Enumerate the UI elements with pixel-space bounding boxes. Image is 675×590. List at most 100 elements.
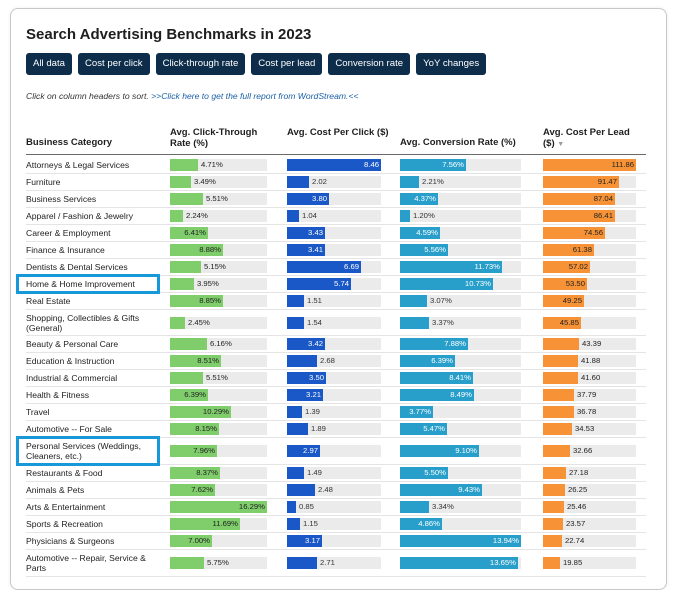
cpc-cell: 2.48 xyxy=(287,484,381,496)
cpc-bar xyxy=(287,176,309,188)
header-cpl[interactable]: Avg. Cost Per Lead ($) ▼ xyxy=(543,127,643,150)
cpc-bar xyxy=(287,355,317,367)
cvr-value-label: 4.37% xyxy=(414,194,436,203)
cost-per-lead-button[interactable]: Cost per lead xyxy=(251,53,323,75)
cpc-cell: 1.89 xyxy=(287,423,381,435)
cpc-value-label: 1.54 xyxy=(307,318,322,327)
cvr-cell: 7.88% xyxy=(400,338,521,350)
category-label: Automotive -- Repair, Service & Parts xyxy=(26,553,146,573)
cpl-cell: 111.86 xyxy=(543,159,636,171)
full-report-link[interactable]: >>Click here to get the full report from… xyxy=(151,91,359,101)
ctr-value-label: 2.45% xyxy=(188,318,210,327)
ctr-value-label: 7.00% xyxy=(188,536,210,545)
cpl-bar xyxy=(543,261,590,273)
cpc-value-label: 2.97 xyxy=(303,446,318,455)
cpc-bar xyxy=(287,406,302,418)
cvr-cell: 3.34% xyxy=(400,501,521,513)
table-row: Travel 10.29% 1.39 3.77% 36.78 xyxy=(26,404,646,421)
cpl-bar xyxy=(543,423,572,435)
cvr-bar xyxy=(400,176,419,188)
view-button-row: All data Cost per click Click-through ra… xyxy=(26,53,487,75)
ctr-bar xyxy=(170,406,231,418)
cpl-bar xyxy=(543,372,578,384)
cpl-bar xyxy=(543,159,636,171)
ctr-cell: 4.71% xyxy=(170,159,267,171)
ctr-value-label: 6.16% xyxy=(210,339,232,348)
cvr-value-label: 8.41% xyxy=(449,373,471,382)
cpl-cell: 49.25 xyxy=(543,295,636,307)
cost-per-click-button[interactable]: Cost per click xyxy=(78,53,150,75)
ctr-value-label: 5.15% xyxy=(204,262,226,271)
cpc-value-label: 6.69 xyxy=(344,262,359,271)
cpl-bar xyxy=(543,227,605,239)
cpc-bar xyxy=(287,159,381,171)
category-label: Dentists & Dental Services xyxy=(26,262,128,272)
cvr-cell: 4.37% xyxy=(400,193,521,205)
ctr-cell: 5.51% xyxy=(170,372,267,384)
cpc-cell: 3.17 xyxy=(287,535,381,547)
ctr-bar xyxy=(170,159,198,171)
ctr-cell: 6.39% xyxy=(170,389,267,401)
cpl-bar xyxy=(543,557,560,569)
ctr-cell: 16.29% xyxy=(170,501,267,513)
cpl-value-label: 53.50 xyxy=(565,279,585,288)
cpc-value-label: 5.74 xyxy=(334,279,349,288)
ctr-value-label: 8.85% xyxy=(199,296,221,305)
cvr-cell: 7.56% xyxy=(400,159,521,171)
header-cpc[interactable]: Avg. Cost Per Click ($) xyxy=(287,127,389,138)
ctr-value-label: 8.51% xyxy=(197,356,219,365)
cpc-cell: 2.68 xyxy=(287,355,381,367)
ctr-value-label: 16.29% xyxy=(238,502,265,511)
ctr-bar xyxy=(170,557,204,569)
cvr-bar xyxy=(400,445,479,457)
cvr-value-label: 5.47% xyxy=(423,424,445,433)
cvr-cell: 6.39% xyxy=(400,355,521,367)
ctr-cell: 2.24% xyxy=(170,210,267,222)
cpl-bar xyxy=(543,501,564,513)
cvr-bar xyxy=(400,227,440,239)
header-cvr[interactable]: Avg. Conversion Rate (%) xyxy=(400,137,516,148)
cpl-value-label: 19.85 xyxy=(563,558,583,567)
cpl-cell: 43.39 xyxy=(543,338,636,350)
conversion-rate-button[interactable]: Conversion rate xyxy=(328,53,411,75)
ctr-bar xyxy=(170,389,208,401)
ctr-value-label: 7.62% xyxy=(191,485,213,494)
ctr-bar xyxy=(170,501,267,513)
cvr-cell: 4.59% xyxy=(400,227,521,239)
cpl-value-label: 86.41 xyxy=(593,211,613,220)
cpc-cell: 1.39 xyxy=(287,406,381,418)
header-ctr[interactable]: Avg. Click-Through Rate (%) xyxy=(170,127,258,149)
cvr-bar xyxy=(400,484,482,496)
cpc-cell: 3.42 xyxy=(287,338,381,350)
all-data-button[interactable]: All data xyxy=(26,53,72,75)
ctr-value-label: 5.51% xyxy=(206,194,228,203)
click-through-rate-button[interactable]: Click-through rate xyxy=(155,53,246,75)
cvr-value-label: 7.88% xyxy=(444,339,466,348)
header-divider xyxy=(26,154,646,155)
category-label: Home & Home Improvement xyxy=(26,279,135,289)
cpl-cell: 26.25 xyxy=(543,484,636,496)
cpc-cell: 1.15 xyxy=(287,518,381,530)
cpc-cell: 2.97 xyxy=(287,445,381,457)
cpl-cell: 41.60 xyxy=(543,372,636,384)
cpl-cell: 91.47 xyxy=(543,176,636,188)
cpc-bar xyxy=(287,557,317,569)
cvr-bar xyxy=(400,193,438,205)
category-label: Industrial & Commercial xyxy=(26,373,118,383)
cpc-bar xyxy=(287,261,361,273)
ctr-bar xyxy=(170,244,223,256)
ctr-value-label: 4.71% xyxy=(201,160,223,169)
cpc-bar xyxy=(287,501,296,513)
cpc-bar xyxy=(287,278,351,290)
ctr-cell: 8.15% xyxy=(170,423,267,435)
header-business-category[interactable]: Business Category xyxy=(26,137,113,148)
cpc-value-label: 3.21 xyxy=(306,390,321,399)
cpc-bar xyxy=(287,484,315,496)
cpl-value-label: 32.66 xyxy=(573,446,593,455)
yoy-changes-button[interactable]: YoY changes xyxy=(416,53,487,75)
cpl-bar xyxy=(543,445,570,457)
cpc-bar xyxy=(287,389,323,401)
ctr-value-label: 5.51% xyxy=(206,373,228,382)
cvr-cell: 8.49% xyxy=(400,389,521,401)
cvr-value-label: 9.43% xyxy=(458,485,480,494)
